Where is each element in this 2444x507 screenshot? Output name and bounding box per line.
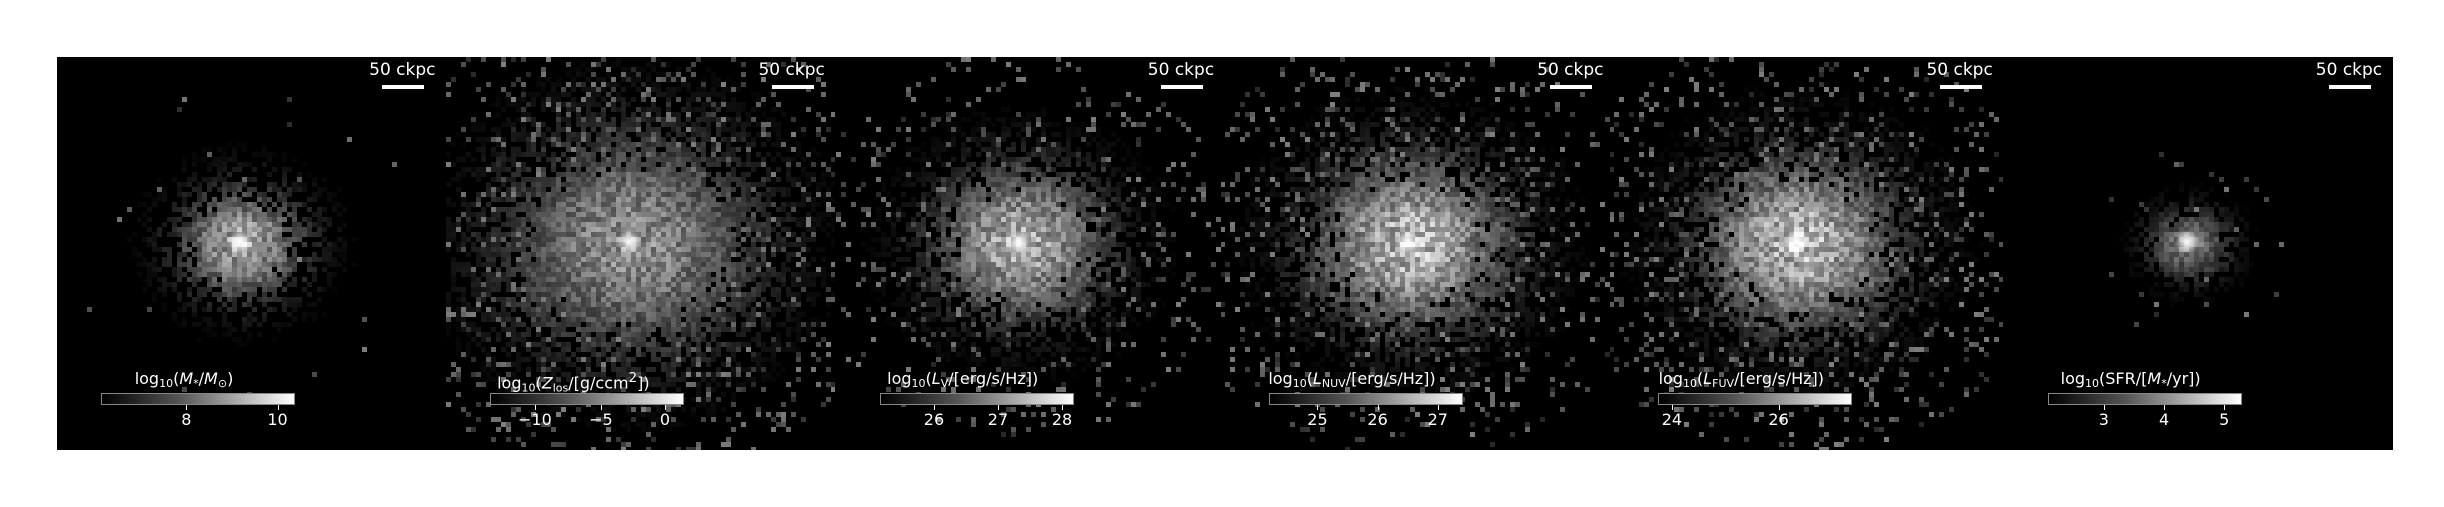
- colorbar-tick: [997, 405, 999, 410]
- colorbar-tick: [1778, 405, 1780, 410]
- panel-v-band: 50 ckpc log10(LV/[erg/s/Hz]) 26 27 28: [835, 57, 1225, 450]
- panel-metal-column: 50 ckpc log10(Zlos/[g/ccm2]) −10 −5 0: [446, 57, 836, 450]
- colorbar-tick-label: 26: [1768, 410, 1789, 429]
- scalebar: [1550, 85, 1593, 89]
- scalebar: [1160, 85, 1203, 89]
- colorbar-tick-label: 8: [181, 410, 192, 429]
- colorbar: [101, 393, 295, 405]
- colorbar-tick-label: 27: [1427, 410, 1448, 429]
- colorbar-tick-label: 25: [1307, 410, 1328, 429]
- colorbar: [1658, 393, 1853, 405]
- colorbar-tick-label: 26: [923, 410, 945, 429]
- colorbar-tick-label: 27: [987, 410, 1009, 429]
- colorbar-tick: [2224, 405, 2226, 410]
- colorbar-label: log10(M*/M⊙): [134, 369, 234, 391]
- colorbar-tick: [1317, 405, 1319, 410]
- scalebar-label: 50 ckpc: [2315, 60, 2383, 80]
- colorbar-tick: [2164, 405, 2166, 410]
- colorbar: [879, 393, 1074, 405]
- scalebar-label: 50 ckpc: [369, 60, 436, 80]
- scalebar-label: 50 ckpc: [758, 60, 825, 80]
- colorbar-tick: [600, 405, 602, 410]
- colorbar-tick-label: 5: [2219, 410, 2230, 429]
- colorbar-tick-label: 4: [2158, 410, 2170, 429]
- colorbar-label: log10(Zlos/[g/ccm2]): [497, 371, 650, 395]
- scalebar-label: 50 ckpc: [1537, 60, 1604, 80]
- colorbar-tick-label: −10: [518, 410, 552, 429]
- panel-nuv: 50 ckpc log10(LNUV/[erg/s/Hz]) 25 26 27: [1224, 57, 1615, 450]
- colorbar-tick: [1437, 405, 1439, 410]
- scalebar-label: 50 ckpc: [1926, 60, 1993, 80]
- colorbar-tick: [186, 405, 188, 410]
- panel-fuv: 50 ckpc log10(LFUV/[erg/s/Hz]) 24 26: [1614, 57, 2004, 450]
- galaxy-image: [1614, 57, 2004, 450]
- colorbar-tick-label: 0: [659, 410, 671, 429]
- scalebar-label: 50 ckpc: [1147, 60, 1215, 80]
- galaxy-image: [1224, 57, 1614, 450]
- colorbar-tick: [534, 405, 536, 410]
- galaxy-image: [446, 57, 836, 450]
- colorbar-tick: [277, 405, 279, 410]
- galaxy-image: [2003, 57, 2393, 450]
- scalebar: [382, 85, 425, 89]
- colorbar-tick: [2103, 405, 2105, 410]
- colorbar-label: log10(SFR/[M*/yr]): [2060, 369, 2201, 391]
- panel-stellar-mass: 50 ckpc log10(M*/M⊙) 8 10: [57, 57, 447, 450]
- scalebar: [2328, 85, 2371, 89]
- colorbar: [1268, 393, 1463, 405]
- galaxy-image: [57, 57, 446, 450]
- colorbar-label: log10(LV/[erg/s/Hz]): [887, 369, 1039, 391]
- scalebar: [771, 85, 814, 89]
- colorbar-label: log10(LNUV/[erg/s/Hz]): [1268, 369, 1436, 391]
- figure: 50 ckpc log10(M*/M⊙) 8 10 50 ckpc log10(Z…: [57, 57, 2393, 450]
- colorbar-tick: [664, 405, 666, 410]
- scalebar: [1939, 85, 1982, 89]
- colorbar-tick: [1377, 405, 1379, 410]
- colorbar: [2047, 393, 2242, 405]
- colorbar-tick: [1062, 405, 1064, 410]
- colorbar-tick: [933, 405, 935, 410]
- colorbar-tick-label: 3: [2098, 410, 2109, 429]
- colorbar-tick-label: 28: [1051, 410, 1073, 429]
- colorbar-tick-label: 10: [267, 410, 288, 429]
- colorbar-tick: [1671, 405, 1673, 410]
- colorbar-tick-label: −5: [589, 410, 613, 429]
- colorbar-tick-label: 24: [1661, 410, 1683, 429]
- colorbar-tick-label: 26: [1367, 410, 1388, 429]
- colorbar: [490, 393, 685, 405]
- colorbar-label: log10(LFUV/[erg/s/Hz]): [1658, 369, 1825, 391]
- galaxy-image: [835, 57, 1225, 450]
- panel-sfr: 50 ckpc log10(SFR/[M*/yr]) 3 4 5: [2003, 57, 2393, 450]
